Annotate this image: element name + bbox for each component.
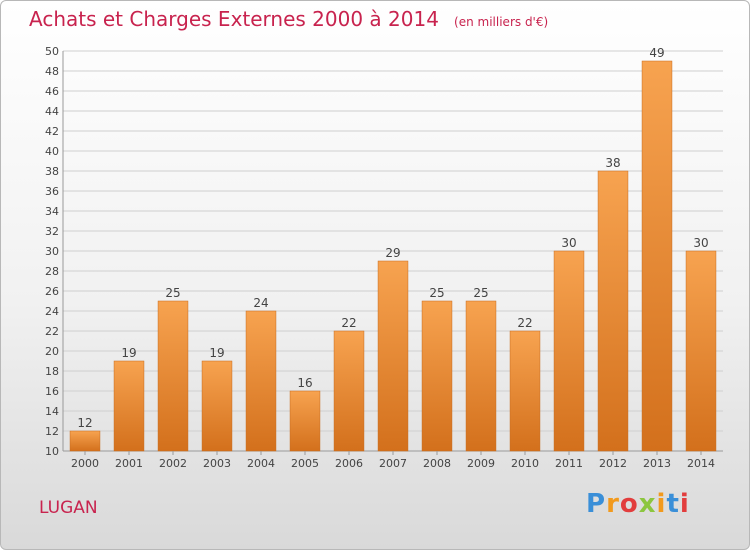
bar-value-label: 25 [165,286,180,300]
x-tick-label: 2003 [203,457,231,470]
x-tick-label: 2008 [423,457,451,470]
bar-2004 [245,310,277,452]
bar-2007 [377,260,409,452]
y-tick-label: 50 [45,45,59,58]
x-tick-label: 2007 [379,457,407,470]
bar-2010 [509,330,541,452]
proxiti-logo[interactable]: Proxiti [586,489,690,519]
y-tick-label: 20 [45,345,59,358]
bar-2005 [289,390,321,452]
x-tick-label: 2000 [71,457,99,470]
y-axis: 10 12 14 16 18 20 22 24 26 28 30 32 34 36 38 40 42 44 46 48… [45,45,723,458]
bars: 12 19 25 19 24 16 22 29 25 25 22 30 38 49 30 [69,46,717,452]
y-tick-label: 48 [45,65,59,78]
bar-value-label: 49 [649,46,664,60]
y-tick-label: 26 [45,285,59,298]
y-tick-label: 44 [45,105,59,118]
bar-2014 [685,250,717,452]
bar-value-label: 12 [77,416,92,430]
y-tick-label: 22 [45,325,59,338]
x-tick-label: 2014 [687,457,715,470]
bar-value-label: 19 [209,346,224,360]
y-tick-label: 38 [45,165,59,178]
x-tick-label: 2012 [599,457,627,470]
chart-unit: (en milliers d'€) [454,15,549,29]
title-row: Achats et Charges Externes 2000 à 2014 (… [29,7,548,31]
bar-value-label: 24 [253,296,268,310]
bar-2003 [201,360,233,452]
bar-value-label: 22 [517,316,532,330]
bar-value-label: 22 [341,316,356,330]
logo-letter: i [656,489,667,519]
y-tick-label: 16 [45,385,59,398]
bar-2006 [333,330,365,452]
y-tick-label: 32 [45,225,59,238]
bar-value-label: 19 [121,346,136,360]
bar-2011 [553,250,585,452]
logo-letter: t [666,489,680,519]
bar-2008 [421,300,453,452]
x-tick-label: 2001 [115,457,143,470]
logo-letter: x [638,489,657,519]
y-tick-label: 34 [45,205,59,218]
y-tick-label: 42 [45,125,59,138]
x-tick-label: 2011 [555,457,583,470]
y-tick-label: 40 [45,145,59,158]
bar-2000 [69,430,101,452]
x-tick-label: 2002 [159,457,187,470]
bar-2013 [641,60,673,452]
x-axis: 2000 2001 2002 2003 2004 2005 2006 2007 2008 2009… [71,451,715,470]
bar-value-label: 25 [473,286,488,300]
bar-value-label: 16 [297,376,312,390]
x-tick-label: 2010 [511,457,539,470]
logo-letter: r [606,489,620,519]
bar-2001 [113,360,145,452]
y-tick-label: 18 [45,365,59,378]
logo-letter: i [679,489,690,519]
y-tick-label: 12 [45,425,59,438]
y-tick-label: 28 [45,265,59,278]
x-tick-label: 2006 [335,457,363,470]
x-tick-label: 2013 [643,457,671,470]
bar-value-label: 29 [385,246,400,260]
x-tick-label: 2009 [467,457,495,470]
bar-value-label: 38 [605,156,620,170]
place-name: LUGAN [39,498,98,518]
x-tick-label: 2005 [291,457,319,470]
y-tick-label: 30 [45,245,59,258]
logo-letter: P [586,489,607,519]
bar-value-label: 25 [429,286,444,300]
chart-title: Achats et Charges Externes 2000 à 2014 [29,7,439,31]
y-tick-label: 46 [45,85,59,98]
logo-letter: o [619,489,639,519]
bar-2002 [157,300,189,452]
bar-2012 [597,170,629,452]
bar-value-label: 30 [561,236,576,250]
x-tick-label: 2004 [247,457,275,470]
y-tick-label: 10 [45,445,59,458]
y-tick-label: 14 [45,405,59,418]
y-tick-label: 36 [45,185,59,198]
bar-value-label: 30 [693,236,708,250]
y-tick-label: 24 [45,305,59,318]
bar-2009 [465,300,497,452]
